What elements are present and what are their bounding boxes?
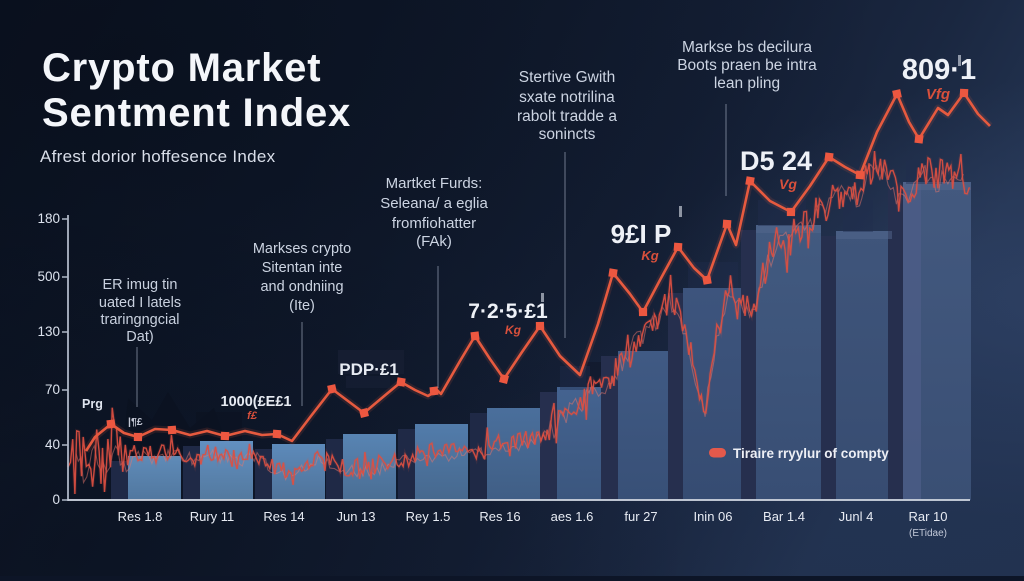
svg-text:Junl 4: Junl 4	[839, 509, 874, 524]
svg-text:lean pling: lean pling	[714, 75, 780, 92]
svg-text:D5 24: D5 24	[740, 146, 812, 176]
svg-text:809·1: 809·1	[902, 54, 976, 86]
svg-text:PDP·£1: PDP·£1	[339, 360, 399, 379]
svg-text:Rury 11: Rury 11	[190, 509, 235, 524]
svg-text:Crypto Market: Crypto Market	[42, 46, 321, 90]
svg-text:Vfg: Vfg	[926, 86, 950, 103]
svg-text:Bar 1.4: Bar 1.4	[763, 509, 805, 524]
svg-text:130: 130	[37, 324, 60, 339]
svg-text:1000(£E£1: 1000(£E£1	[221, 394, 292, 410]
svg-text:Res 1.8: Res 1.8	[118, 509, 163, 524]
svg-text:fromfiohatter: fromfiohatter	[392, 215, 476, 232]
svg-text:7·2·5·£1: 7·2·5·£1	[468, 300, 548, 323]
svg-text:rabolt tradde a: rabolt tradde a	[517, 108, 617, 125]
svg-text:(ETidae): (ETidae)	[909, 528, 947, 539]
svg-text:Afrest dorior hoffesence Index: Afrest dorior hoffesence Index	[40, 147, 276, 166]
svg-text:Stertive Gwith: Stertive Gwith	[519, 69, 615, 86]
svg-text:40: 40	[45, 437, 60, 452]
svg-text:sonincts: sonincts	[539, 126, 596, 143]
svg-text:(Ite): (Ite)	[289, 298, 315, 314]
svg-text:Dat): Dat)	[126, 329, 153, 345]
svg-text:|¶£: |¶£	[128, 416, 143, 428]
svg-text:Martket Furds:: Martket Furds:	[386, 175, 483, 192]
svg-text:(FAk): (FAk)	[416, 233, 452, 250]
svg-text:Jun 13: Jun 13	[336, 509, 375, 524]
svg-text:Seleana/ a eglia: Seleana/ a eglia	[380, 195, 488, 212]
svg-text:Res 14: Res 14	[263, 509, 304, 524]
svg-text:0: 0	[52, 492, 60, 507]
svg-text:Inin 06: Inin 06	[693, 509, 732, 524]
svg-text:fur 27: fur 27	[624, 509, 657, 524]
svg-text:sxate notrilina: sxate notrilina	[519, 89, 615, 106]
svg-text:500: 500	[37, 269, 60, 284]
svg-text:Tiraire rryylur of compty: Tiraire rryylur of compty	[733, 446, 889, 461]
svg-text:Boots praen be intra: Boots praen be intra	[677, 57, 817, 74]
svg-text:Res 16: Res 16	[479, 509, 520, 524]
svg-text:and ondniing: and ondniing	[260, 279, 343, 295]
svg-text:9£I P: 9£I P	[611, 219, 672, 249]
svg-text:Prg: Prg	[82, 397, 103, 411]
svg-text:Kg: Kg	[505, 323, 522, 337]
svg-text:aes 1.6: aes 1.6	[551, 509, 594, 524]
svg-text:180: 180	[37, 211, 60, 226]
svg-text:Sentment Index: Sentment Index	[42, 91, 351, 135]
svg-text:Rar 10: Rar 10	[908, 509, 947, 524]
svg-text:uated I latels: uated I latels	[99, 295, 181, 311]
svg-text:Markses crypto: Markses crypto	[253, 241, 351, 257]
svg-text:Markse bs decilura: Markse bs decilura	[682, 39, 812, 56]
svg-text:Rey 1.5: Rey 1.5	[406, 509, 451, 524]
svg-text:f£: f£	[247, 410, 258, 422]
svg-text:Sitentan inte: Sitentan inte	[262, 260, 343, 276]
svg-text:ER imug tin: ER imug tin	[103, 277, 178, 293]
svg-text:traringngcial: traringngcial	[101, 312, 180, 328]
svg-text:70: 70	[45, 382, 60, 397]
svg-text:Vg: Vg	[779, 176, 797, 192]
svg-text:Kg: Kg	[641, 248, 658, 263]
